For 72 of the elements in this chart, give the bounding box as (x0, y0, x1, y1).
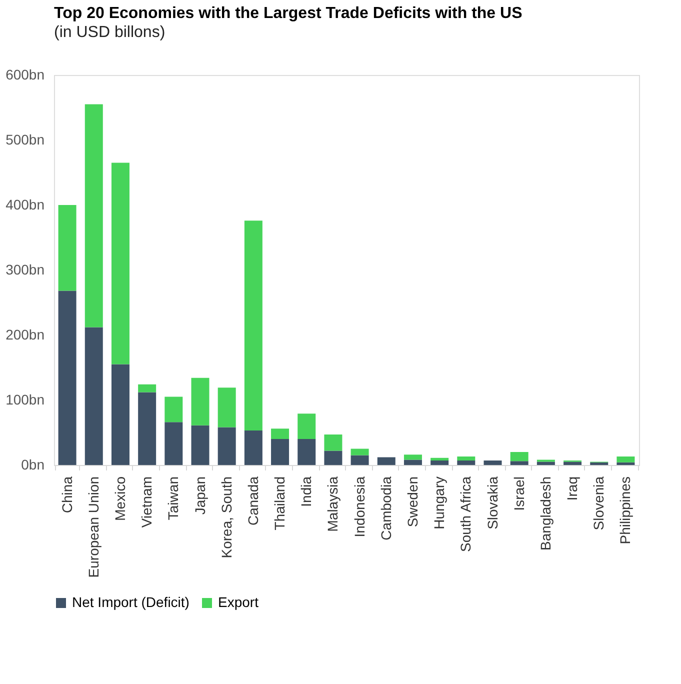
x-tick-label: Philippines (617, 476, 634, 544)
x-tick-label: Mexico (112, 476, 128, 521)
bar (138, 384, 156, 392)
bar (404, 460, 422, 465)
bar (164, 396, 183, 422)
bar (324, 434, 342, 451)
bar (324, 450, 342, 465)
y-tick-label: 0bn (21, 456, 44, 472)
x-tick-label: China (58, 476, 75, 514)
bar (58, 290, 76, 465)
x-tick-label: Hungary (431, 476, 448, 530)
bar (271, 428, 290, 439)
bar (616, 456, 635, 462)
x-tick-label: Korea, South (218, 476, 234, 558)
y-tick-label: 600bn (6, 66, 44, 82)
x-tick-label: Cambodia (378, 476, 394, 540)
legend-label: Net Import (Deficit) (72, 594, 190, 610)
x-tick-label: Israel (510, 476, 527, 511)
x-tick-label: Malaysia (324, 476, 341, 532)
bar (536, 462, 555, 465)
bar (430, 460, 449, 465)
bar (457, 456, 476, 460)
bar (298, 439, 316, 465)
x-tick-label: South Africa (458, 476, 474, 552)
bar (350, 455, 369, 465)
x-tick-label: Japan (192, 476, 208, 515)
bar (298, 414, 316, 439)
chart-title: Top 20 Economies with the Largest Trade Deficits with the US (54, 5, 523, 22)
x-tick-label: Iraq (564, 476, 580, 501)
x-tick-label: Taiwan (165, 476, 182, 520)
x-tick-label: Slovenia (590, 476, 607, 530)
x-tick-label: Vietnam (138, 476, 155, 528)
bar (164, 422, 183, 465)
bar (244, 430, 262, 465)
chart-subtitle: (in USD billons) (54, 24, 166, 41)
legend-label: Export (218, 594, 259, 610)
bar (138, 392, 156, 465)
x-tick-label: Indonesia (351, 476, 368, 538)
x-tick-label: European Union (85, 476, 102, 578)
bar (111, 364, 130, 465)
bar (457, 460, 476, 465)
bar (191, 425, 210, 465)
bar (218, 388, 236, 428)
bar (510, 461, 528, 465)
x-tick-label: Bangladesh (537, 476, 554, 550)
bar (84, 327, 103, 465)
bar (404, 454, 422, 460)
x-tick-label: Slovakia (484, 476, 500, 530)
bar (271, 439, 290, 465)
bar (84, 104, 103, 328)
y-tick-label: 500bn (6, 132, 44, 148)
bar (244, 220, 262, 431)
x-tick-label: India (298, 476, 314, 507)
bar (616, 462, 635, 465)
y-tick-label: 400bn (6, 196, 44, 212)
y-tick-label: 200bn (6, 326, 44, 342)
y-tick-label: 300bn (6, 262, 44, 278)
bar (590, 462, 608, 465)
x-tick-label: Sweden (404, 476, 420, 528)
bar (58, 205, 76, 291)
bar (191, 378, 210, 426)
bar (564, 462, 582, 465)
x-tick-label: Canada (244, 476, 261, 526)
bar (350, 448, 369, 456)
bar (377, 457, 396, 465)
bar (430, 458, 449, 460)
bar (510, 452, 528, 462)
y-tick-label: 100bn (6, 392, 44, 408)
bar (218, 427, 236, 465)
x-tick-label: Thailand (272, 476, 288, 530)
bar (484, 460, 502, 465)
bar (111, 162, 130, 364)
